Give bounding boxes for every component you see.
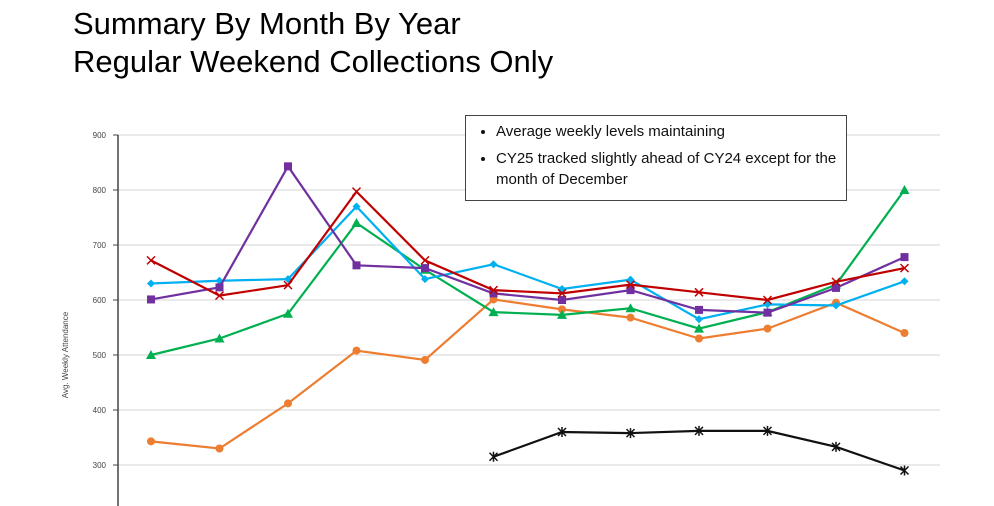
y-tick-label: 800 <box>93 186 107 195</box>
data-point <box>215 283 224 292</box>
annotation-note: Average weekly levels maintaining <box>496 121 838 142</box>
data-point <box>763 308 772 317</box>
y-tick-label: 900 <box>93 131 107 140</box>
data-point <box>694 425 704 436</box>
data-point <box>352 261 361 270</box>
chart-subtitle: Regular Weekend Collections Only <box>73 44 554 79</box>
data-point <box>762 295 773 305</box>
data-point <box>421 264 429 273</box>
data-point <box>695 315 703 324</box>
y-tick-label: 600 <box>93 296 107 305</box>
data-point <box>625 280 636 290</box>
y-tick-label: 700 <box>93 241 107 250</box>
y-tick-label: 400 <box>93 406 107 415</box>
data-point <box>558 285 566 293</box>
data-point <box>626 313 635 322</box>
data-point <box>283 308 293 318</box>
series-line <box>150 204 905 321</box>
annotation-box: Average weekly levels maintaining CY25 t… <box>465 115 847 201</box>
y-tick-label: 300 <box>93 461 107 470</box>
data-point <box>352 202 361 211</box>
data-point <box>899 185 910 194</box>
data-point <box>214 291 225 301</box>
data-point <box>899 465 910 476</box>
data-point <box>557 288 567 298</box>
data-point <box>284 399 292 408</box>
series-line <box>150 189 905 302</box>
data-point <box>420 255 430 265</box>
data-point <box>899 263 910 273</box>
data-point <box>488 451 499 462</box>
data-point <box>763 324 772 333</box>
y-tick-label: 500 <box>93 351 107 360</box>
data-point <box>695 334 703 343</box>
data-point <box>421 275 429 284</box>
data-point <box>900 253 909 262</box>
annotation-note: CY25 tracked slightly ahead of CY24 exce… <box>496 148 838 190</box>
data-point <box>625 303 636 313</box>
data-point <box>147 295 155 304</box>
data-point <box>832 301 840 310</box>
data-point <box>215 444 224 453</box>
data-point <box>283 280 293 290</box>
data-point <box>558 305 566 314</box>
data-point <box>557 427 567 437</box>
series-line <box>150 189 906 357</box>
data-point <box>900 329 909 337</box>
y-axis-label: Avg. Weekly Attendance <box>61 311 70 398</box>
series-line <box>150 164 905 314</box>
data-point <box>488 307 499 317</box>
data-point <box>694 323 704 333</box>
data-point <box>352 346 361 355</box>
data-point <box>900 277 909 286</box>
data-point <box>351 187 362 197</box>
data-point <box>831 441 841 452</box>
chart-title: Summary By Month By Year <box>73 6 461 41</box>
data-point <box>832 283 840 292</box>
series-line <box>150 298 905 450</box>
data-point <box>694 287 704 297</box>
data-point <box>147 279 155 288</box>
data-point <box>489 260 498 269</box>
data-point <box>146 350 156 359</box>
data-point <box>351 218 362 227</box>
data-point <box>147 437 155 446</box>
data-point <box>146 255 156 265</box>
data-point <box>558 296 566 304</box>
data-point <box>557 309 567 319</box>
data-point <box>488 285 499 295</box>
data-point <box>763 300 772 309</box>
data-point <box>762 425 773 436</box>
data-point <box>626 286 635 295</box>
data-point <box>695 305 703 314</box>
data-point <box>421 355 429 364</box>
data-point <box>831 277 841 287</box>
data-point <box>489 289 498 298</box>
data-point <box>625 428 636 439</box>
data-point <box>284 162 292 171</box>
data-point <box>489 295 498 304</box>
data-point <box>214 333 225 343</box>
